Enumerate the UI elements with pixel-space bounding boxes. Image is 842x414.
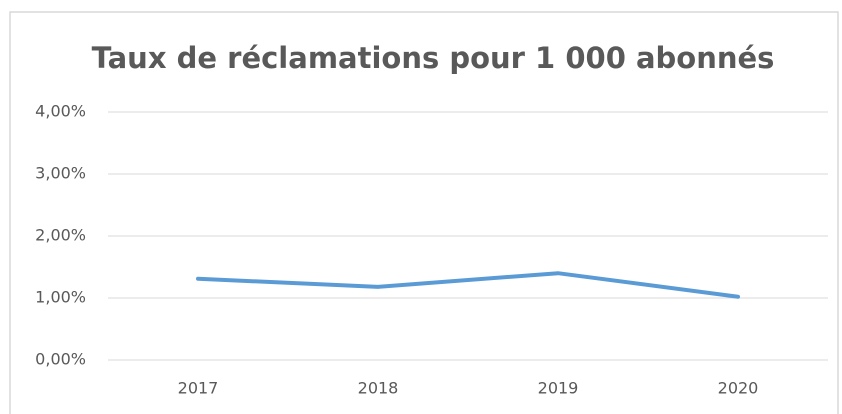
x-tick-label: 2018 — [358, 379, 399, 398]
chart-border — [9, 11, 839, 414]
x-tick-label: 2020 — [718, 379, 759, 398]
y-tick-label: 4,00% — [35, 102, 86, 121]
y-tick-label: 1,00% — [35, 288, 86, 307]
y-tick-label: 3,00% — [35, 164, 86, 183]
y-tick-label: 0,00% — [35, 350, 86, 369]
line-series — [196, 271, 740, 299]
x-tick-label: 2019 — [538, 379, 579, 398]
x-tick-label: 2017 — [178, 379, 219, 398]
chart-title: Taux de réclamations pour 1 000 abonnés — [92, 41, 775, 75]
y-tick-label: 2,00% — [35, 226, 86, 245]
